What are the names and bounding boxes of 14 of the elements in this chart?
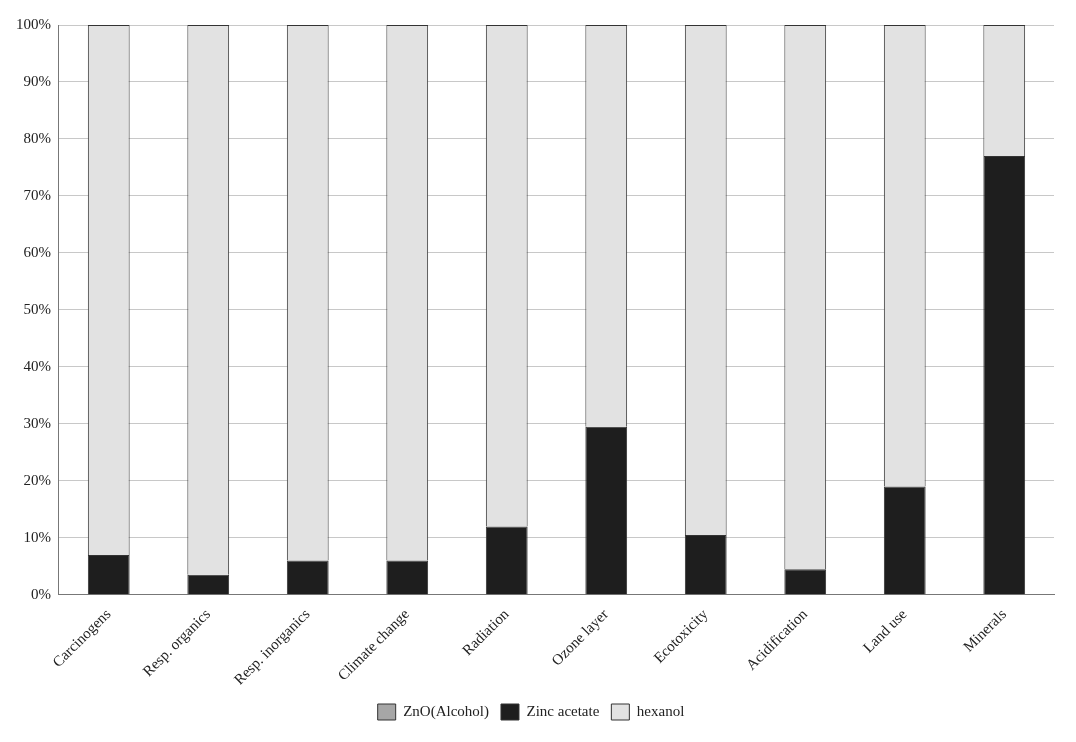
- legend-label: ZnO(Alcohol): [403, 702, 489, 720]
- y-tick-label: 30%: [23, 414, 51, 431]
- legend-label: Zinc acetate: [526, 702, 600, 719]
- y-tick-label: 80%: [23, 129, 51, 146]
- y-tick-label: 40%: [23, 357, 51, 374]
- y-tick-label: 70%: [23, 186, 51, 203]
- y-tick-label: 0%: [31, 585, 51, 602]
- y-tick-label: 100%: [16, 15, 51, 32]
- y-tick-label: 50%: [23, 300, 51, 317]
- y-tick-label: 60%: [23, 243, 51, 260]
- y-tick-label: 90%: [23, 72, 51, 89]
- y-tick-label: 20%: [23, 471, 51, 488]
- legend-label: hexanol: [636, 702, 685, 719]
- y-tick-label: 10%: [23, 528, 51, 545]
